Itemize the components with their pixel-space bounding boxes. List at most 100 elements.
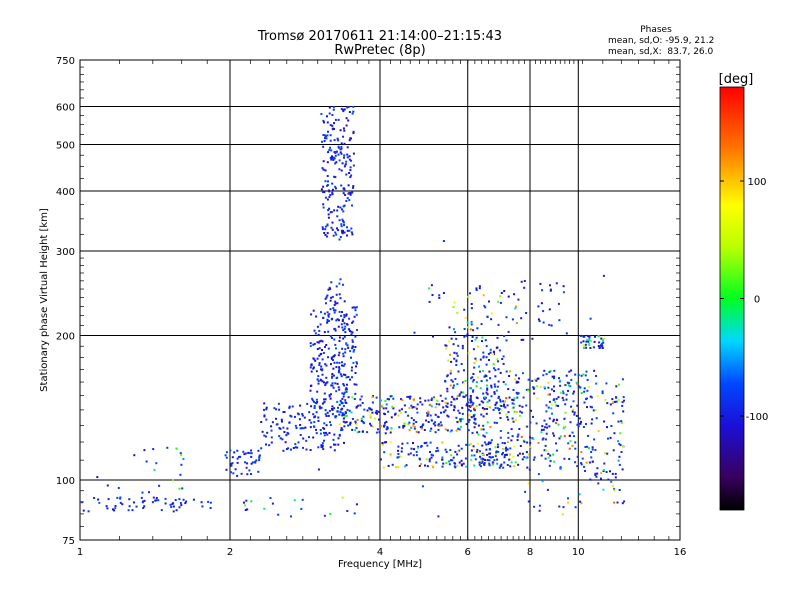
data-point [499, 398, 502, 401]
data-point [338, 219, 341, 222]
data-point [289, 414, 292, 417]
data-point [238, 455, 240, 458]
data-point [414, 406, 417, 409]
data-point [350, 174, 353, 177]
data-point [345, 402, 348, 404]
data-point [520, 411, 523, 414]
data-point [316, 348, 319, 350]
data-point [359, 404, 362, 407]
data-point [380, 425, 383, 428]
data-point [236, 457, 239, 460]
data-point [478, 365, 480, 368]
data-point [467, 352, 470, 355]
data-point [385, 403, 388, 406]
data-point [294, 424, 297, 427]
data-point [326, 134, 329, 137]
data-point [423, 429, 426, 431]
data-point [428, 300, 431, 303]
data-point [317, 382, 320, 385]
data-point [316, 378, 319, 381]
colorbar-tick-label: 100 [747, 177, 766, 188]
data-point [477, 451, 480, 454]
data-point [552, 418, 555, 421]
data-point [578, 417, 581, 420]
data-point [612, 449, 615, 452]
data-point [258, 454, 261, 457]
data-point [346, 229, 349, 232]
data-point [331, 376, 333, 379]
data-point [600, 472, 603, 475]
data-point [559, 467, 562, 470]
data-point [355, 503, 358, 506]
data-point [279, 437, 282, 440]
data-point [488, 359, 490, 361]
data-point [334, 176, 337, 179]
data-point [613, 432, 616, 435]
data-point [375, 396, 378, 399]
data-point [352, 152, 355, 155]
data-point [327, 356, 329, 359]
data-point [545, 410, 548, 413]
data-point [342, 220, 345, 223]
data-point [485, 391, 488, 394]
data-point [482, 294, 485, 297]
data-point [459, 418, 462, 421]
data-point [340, 108, 343, 110]
data-point [505, 449, 508, 452]
data-point [539, 386, 542, 388]
data-point [475, 336, 478, 339]
data-point [322, 317, 325, 319]
data-point [547, 386, 550, 389]
data-point [273, 407, 276, 410]
data-point [320, 365, 323, 368]
data-point [347, 119, 350, 122]
data-point [343, 154, 346, 157]
data-point [331, 295, 334, 298]
data-point [322, 191, 325, 193]
data-point [441, 441, 444, 444]
data-point [313, 407, 316, 409]
colorbar-tick-label: 0 [754, 295, 760, 306]
data-point [397, 445, 400, 448]
data-point [572, 408, 575, 411]
data-point [537, 305, 540, 308]
data-point [275, 417, 277, 420]
data-point [342, 417, 345, 420]
data-point [456, 397, 458, 400]
data-point [119, 501, 122, 504]
data-point [538, 509, 541, 512]
data-point [434, 413, 437, 416]
data-point [312, 343, 315, 346]
data-point [329, 299, 332, 302]
data-point [503, 456, 506, 459]
data-point [337, 153, 340, 156]
data-point [593, 438, 596, 441]
data-point [345, 414, 348, 417]
data-point [495, 389, 498, 392]
data-point [452, 343, 455, 346]
data-point [170, 505, 173, 508]
data-point [180, 504, 183, 507]
data-point [465, 423, 468, 426]
data-point [445, 347, 448, 350]
data-point [350, 159, 352, 162]
data-point [457, 344, 460, 347]
data-point [371, 401, 374, 404]
data-point [621, 378, 624, 381]
data-point [361, 430, 364, 433]
data-point [348, 317, 351, 320]
y-tick-label: 750 [56, 56, 75, 67]
data-point [437, 424, 440, 427]
data-point [582, 335, 585, 338]
data-point [450, 459, 452, 462]
data-point [326, 321, 329, 324]
data-point [548, 393, 551, 396]
data-point [415, 407, 418, 410]
data-point [351, 376, 353, 379]
data-point [268, 444, 271, 447]
data-point [588, 343, 591, 346]
data-point [338, 361, 341, 364]
data-point [457, 419, 460, 422]
data-point [576, 423, 579, 426]
data-point [384, 400, 387, 402]
